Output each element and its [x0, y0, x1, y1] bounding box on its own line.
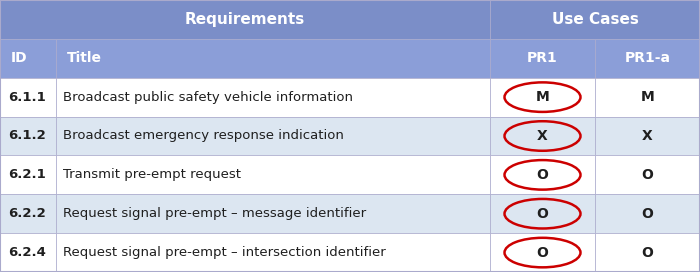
Text: M: M	[640, 90, 654, 104]
Text: X: X	[642, 129, 653, 143]
FancyBboxPatch shape	[0, 78, 56, 117]
FancyBboxPatch shape	[490, 117, 595, 155]
Text: Request signal pre-empt – message identifier: Request signal pre-empt – message identi…	[63, 207, 366, 220]
Text: ID: ID	[10, 51, 27, 65]
FancyBboxPatch shape	[595, 39, 700, 78]
Text: O: O	[642, 168, 653, 182]
Text: X: X	[537, 129, 548, 143]
Text: M: M	[536, 90, 550, 104]
Text: O: O	[537, 207, 548, 221]
FancyBboxPatch shape	[56, 155, 490, 194]
FancyBboxPatch shape	[595, 233, 700, 272]
Text: O: O	[537, 168, 548, 182]
Text: Requirements: Requirements	[185, 12, 305, 27]
Text: Request signal pre-empt – intersection identifier: Request signal pre-empt – intersection i…	[63, 246, 386, 259]
FancyBboxPatch shape	[56, 117, 490, 155]
Text: 6.2.2: 6.2.2	[8, 207, 46, 220]
Text: Broadcast emergency response indication: Broadcast emergency response indication	[63, 129, 344, 143]
FancyBboxPatch shape	[595, 78, 700, 117]
Text: O: O	[642, 207, 653, 221]
FancyBboxPatch shape	[490, 39, 595, 78]
Text: O: O	[537, 246, 548, 259]
FancyBboxPatch shape	[0, 194, 56, 233]
Text: 6.1.1: 6.1.1	[8, 91, 46, 104]
FancyBboxPatch shape	[0, 39, 56, 78]
Text: PR1-a: PR1-a	[624, 51, 671, 65]
FancyBboxPatch shape	[0, 155, 56, 194]
FancyBboxPatch shape	[595, 155, 700, 194]
FancyBboxPatch shape	[490, 233, 595, 272]
Text: Transmit pre-empt request: Transmit pre-empt request	[63, 168, 241, 181]
Text: 6.1.2: 6.1.2	[8, 129, 46, 143]
FancyBboxPatch shape	[56, 39, 490, 78]
FancyBboxPatch shape	[0, 0, 490, 39]
FancyBboxPatch shape	[0, 117, 56, 155]
FancyBboxPatch shape	[490, 155, 595, 194]
FancyBboxPatch shape	[56, 233, 490, 272]
FancyBboxPatch shape	[0, 233, 56, 272]
Text: Title: Title	[66, 51, 102, 65]
Text: Broadcast public safety vehicle information: Broadcast public safety vehicle informat…	[63, 91, 353, 104]
FancyBboxPatch shape	[56, 78, 490, 117]
Text: PR1: PR1	[527, 51, 558, 65]
FancyBboxPatch shape	[595, 117, 700, 155]
FancyBboxPatch shape	[490, 0, 700, 39]
Text: 6.2.4: 6.2.4	[8, 246, 46, 259]
Text: 6.2.1: 6.2.1	[8, 168, 46, 181]
Text: O: O	[642, 246, 653, 259]
Text: Use Cases: Use Cases	[552, 12, 638, 27]
FancyBboxPatch shape	[595, 194, 700, 233]
FancyBboxPatch shape	[490, 78, 595, 117]
FancyBboxPatch shape	[56, 194, 490, 233]
FancyBboxPatch shape	[490, 194, 595, 233]
